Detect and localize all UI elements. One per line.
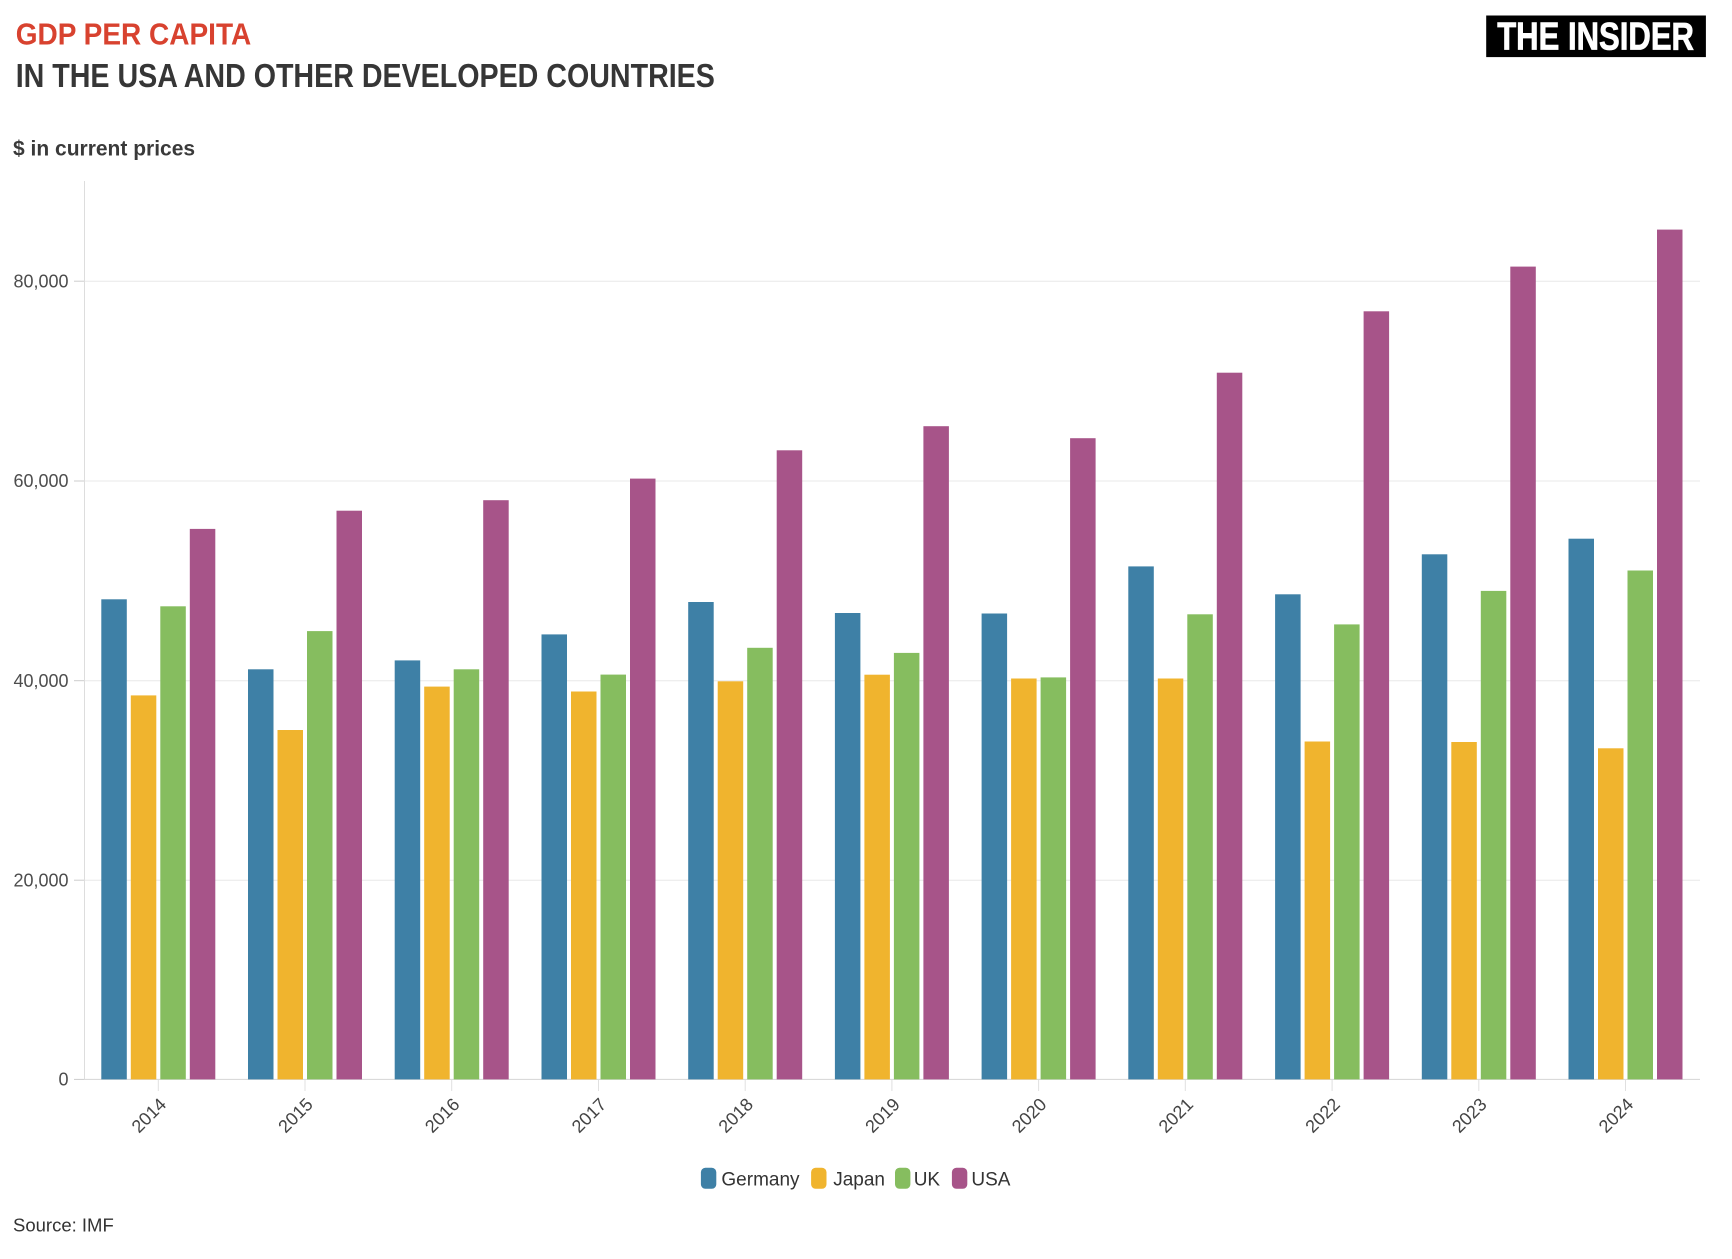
svg-text:Germany: Germany [721,1169,800,1190]
svg-text:60,000: 60,000 [13,471,68,491]
svg-text:20,000: 20,000 [13,870,68,890]
svg-text:USA: USA [971,1169,1010,1190]
svg-text:Japan: Japan [833,1169,885,1190]
svg-text:$ in current prices: $ in current prices [13,138,195,161]
svg-text:GDP PER CAPITA: GDP PER CAPITA [16,17,252,52]
svg-text:80,000: 80,000 [13,271,68,291]
svg-text:Source: IMF: Source: IMF [13,1215,114,1236]
svg-text:THE INSIDER: THE INSIDER [1497,15,1694,58]
svg-text:40,000: 40,000 [13,671,68,691]
svg-text:0: 0 [58,1070,68,1090]
svg-text:UK: UK [914,1169,941,1190]
svg-text:IN THE USA AND OTHER DEVELOPED: IN THE USA AND OTHER DEVELOPED COUNTRIES [16,57,715,94]
